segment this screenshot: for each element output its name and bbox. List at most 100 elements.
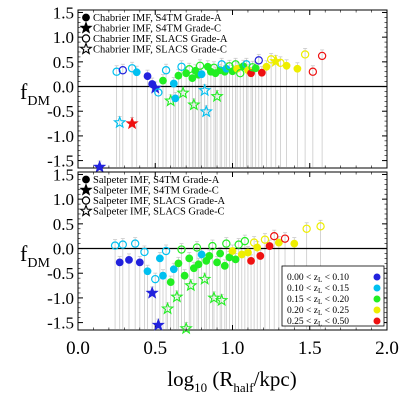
data-point — [145, 286, 159, 299]
data-point — [251, 64, 260, 73]
data-point — [159, 76, 167, 85]
legend-marker — [81, 34, 91, 43]
data-point — [177, 245, 186, 254]
data-point — [110, 241, 120, 250]
data-point — [176, 85, 190, 99]
data-point — [118, 66, 128, 75]
data-point — [151, 274, 160, 284]
data-point — [254, 56, 263, 65]
redshift-bin-label: 0.10 < zL < 0.15 — [287, 284, 349, 295]
data-point — [216, 249, 225, 258]
x-tick-label: 1.5 — [298, 338, 322, 359]
data-point — [184, 278, 198, 292]
data-point — [260, 235, 270, 244]
legend-label: Chabrier IMF, SLACS Grade-A — [93, 34, 228, 45]
data-point — [208, 241, 217, 251]
data-point — [192, 243, 202, 252]
data-point — [132, 68, 141, 77]
data-point — [265, 242, 274, 250]
legend-marker — [79, 41, 93, 55]
data-point — [112, 115, 127, 129]
data-point — [187, 97, 201, 111]
redshift-legend-box — [281, 265, 385, 327]
data-point — [234, 240, 243, 249]
data-point — [143, 267, 152, 276]
markers-bottom — [110, 222, 325, 335]
data-point — [171, 94, 180, 103]
data-point — [169, 265, 178, 274]
data-point — [130, 239, 140, 248]
data-point — [174, 259, 183, 268]
panel-salpeter: 1.5 1.0 0.5 0.0 -0.5 -1.0 -1.5 0.0 0.5 1.0 1.5 2.0… — [20, 165, 399, 395]
y-tick-label: -1.0 — [47, 127, 74, 146]
data-point — [161, 246, 171, 256]
redshift-bin-label: 0.20 < zL < 0.25 — [287, 306, 349, 317]
legend-label: Salpeter IMF, S4TM Grade-C — [93, 186, 219, 197]
data-point — [257, 68, 266, 77]
y-tick-label: -0.5 — [47, 102, 74, 121]
data-point — [280, 234, 290, 243]
data-point — [214, 293, 229, 307]
legend-label: Salpeter IMF, SLACS Grade-C — [93, 207, 225, 218]
y-tick-label: 0.5 — [53, 215, 74, 234]
y-tick-label: -0.5 — [47, 264, 74, 283]
data-point — [143, 72, 152, 81]
data-point — [244, 248, 252, 257]
data-point — [205, 252, 214, 260]
data-point — [170, 289, 184, 303]
legend-marker — [81, 196, 91, 205]
data-point — [195, 61, 205, 70]
x-ticks: 0.0 0.5 1.0 1.5 2.0 — [66, 172, 399, 359]
x-tick-label: 0.0 — [66, 338, 90, 359]
data-point — [197, 70, 206, 79]
redshift-bin-label: 0.00 < zL < 0.10 — [287, 273, 349, 284]
data-point — [140, 247, 149, 257]
data-point — [135, 258, 144, 267]
data-point — [151, 318, 165, 331]
data-point — [236, 68, 245, 78]
data-point — [316, 222, 325, 231]
data-point — [93, 160, 107, 173]
x-tick-label: 2.0 — [375, 338, 399, 359]
redshift-bin-swatch — [373, 317, 381, 325]
data-point — [127, 64, 137, 73]
legend-marker — [79, 21, 93, 34]
redshift-bin-swatch — [373, 295, 381, 303]
redshift-bin-label: 0.15 < zL < 0.20 — [287, 295, 349, 306]
legend-label: Chabrier IMF, S4TM Grade-C — [93, 24, 221, 35]
data-point — [262, 62, 271, 71]
data-point — [185, 254, 194, 263]
y-tick-label: 0.5 — [53, 53, 74, 72]
data-point — [220, 261, 229, 270]
legend-label: Salpeter IMF, S4TM Grade-A — [93, 175, 220, 186]
redshift-bin-swatch — [373, 273, 381, 281]
y-axis-label-bottom: fDM — [20, 241, 50, 271]
data-point — [115, 258, 124, 267]
legend-label: Chabrier IMF, S4TM Grade-A — [93, 13, 222, 24]
data-point — [282, 61, 291, 70]
y-tick-label: 1.5 — [53, 165, 74, 184]
y-tick-label: -1.5 — [47, 314, 74, 333]
data-point — [247, 69, 255, 78]
data-point — [125, 116, 139, 130]
data-point — [179, 321, 193, 335]
legend-label: Chabrier IMF, SLACS Grade-C — [93, 45, 227, 56]
redshift-bin-label: 0.25 < zL < 0.50 — [287, 317, 349, 328]
data-point — [154, 88, 163, 97]
data-point — [217, 60, 226, 69]
data-point — [302, 224, 311, 233]
data-point — [174, 71, 183, 80]
legend-marker — [79, 203, 93, 217]
data-point — [207, 290, 221, 304]
data-point — [166, 278, 175, 287]
data-point — [197, 250, 206, 259]
y-ticks-bottom: 1.5 1.0 0.5 0.0 -0.5 -1.0 -1.5 — [47, 165, 387, 333]
data-point — [169, 79, 178, 88]
data-point — [194, 260, 203, 269]
x-tick-label: 1.0 — [221, 338, 245, 359]
data-point — [160, 301, 175, 315]
data-point — [213, 258, 221, 267]
